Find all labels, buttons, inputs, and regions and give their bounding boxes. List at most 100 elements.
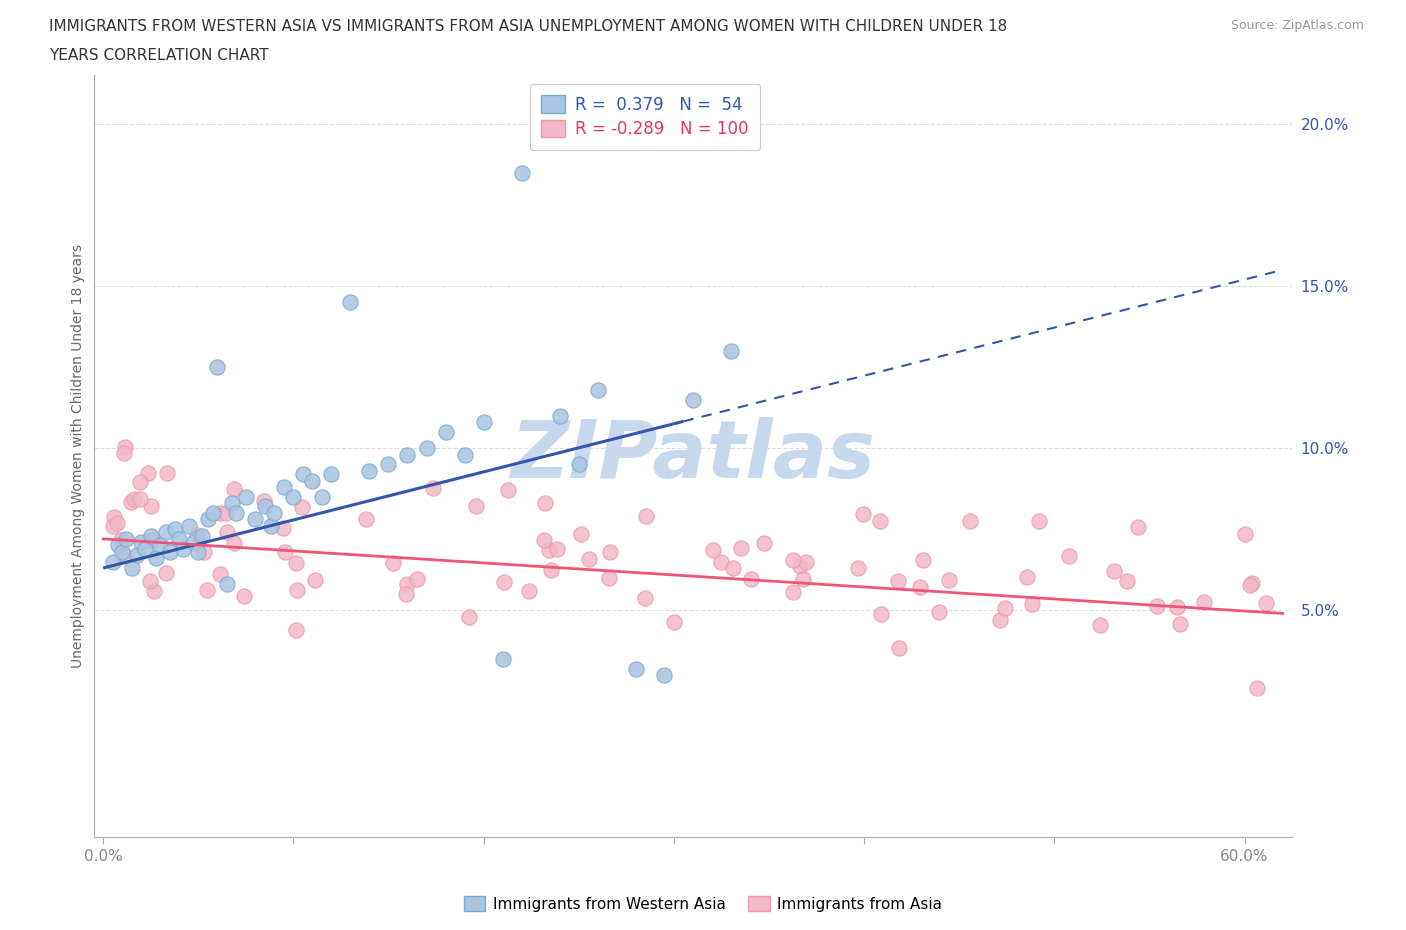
Point xyxy=(253,493,276,508)
Point xyxy=(988,612,1011,627)
Point xyxy=(510,166,533,180)
Point xyxy=(846,561,869,576)
Point xyxy=(177,519,200,534)
Point xyxy=(284,555,307,570)
Point xyxy=(285,622,308,637)
Point xyxy=(1128,520,1150,535)
Point xyxy=(271,521,294,536)
Point xyxy=(472,415,495,430)
Point xyxy=(889,641,911,656)
Point xyxy=(183,535,205,550)
Point xyxy=(458,609,481,624)
Point xyxy=(624,661,647,676)
Point xyxy=(1166,600,1188,615)
Point xyxy=(304,573,326,588)
Point xyxy=(792,572,814,587)
Point xyxy=(852,506,875,521)
Point xyxy=(112,548,135,563)
Point xyxy=(101,554,124,569)
Point xyxy=(225,506,247,521)
Point xyxy=(533,533,555,548)
Point xyxy=(415,441,437,456)
Point xyxy=(139,528,162,543)
Point xyxy=(103,510,125,525)
Point xyxy=(139,574,162,589)
Point xyxy=(221,496,243,511)
Point xyxy=(910,579,932,594)
Legend: R =  0.379   N =  54, R = -0.289   N = 100: R = 0.379 N = 54, R = -0.289 N = 100 xyxy=(530,84,761,150)
Point xyxy=(110,533,132,548)
Point xyxy=(396,447,419,462)
Point xyxy=(291,467,314,482)
Point xyxy=(887,573,910,588)
Point xyxy=(1057,549,1080,564)
Point xyxy=(124,491,146,506)
Point xyxy=(1194,594,1216,609)
Point xyxy=(740,572,762,587)
Point xyxy=(134,541,156,556)
Point xyxy=(114,439,136,454)
Point xyxy=(491,651,513,666)
Point xyxy=(498,483,520,498)
Point xyxy=(377,457,399,472)
Point xyxy=(519,583,541,598)
Point xyxy=(354,512,377,526)
Point xyxy=(283,489,305,504)
Point xyxy=(311,489,333,504)
Point xyxy=(1246,681,1268,696)
Point xyxy=(633,591,655,605)
Point xyxy=(145,551,167,565)
Point xyxy=(195,582,218,597)
Point xyxy=(301,473,323,488)
Point xyxy=(105,516,128,531)
Point xyxy=(208,506,231,521)
Point xyxy=(112,445,135,460)
Point xyxy=(1241,576,1264,591)
Point xyxy=(321,467,343,482)
Point xyxy=(381,556,404,571)
Point xyxy=(129,475,152,490)
Point xyxy=(599,544,621,559)
Point xyxy=(702,543,724,558)
Point xyxy=(207,360,229,375)
Point xyxy=(159,544,181,559)
Point xyxy=(434,424,457,439)
Point xyxy=(1146,599,1168,614)
Point xyxy=(127,548,149,563)
Point xyxy=(928,604,950,619)
Point xyxy=(187,544,209,559)
Point xyxy=(1102,564,1125,578)
Point xyxy=(115,531,138,546)
Point xyxy=(191,528,214,543)
Point xyxy=(186,527,208,542)
Point xyxy=(139,498,162,513)
Point xyxy=(794,554,817,569)
Point xyxy=(959,513,981,528)
Point xyxy=(101,519,124,534)
Point xyxy=(111,544,134,559)
Point xyxy=(994,601,1017,616)
Y-axis label: Unemployment Among Women with Children Under 18 years: Unemployment Among Women with Children U… xyxy=(72,245,86,669)
Point xyxy=(720,343,742,358)
Point xyxy=(136,466,159,481)
Point xyxy=(273,480,295,495)
Point xyxy=(121,561,143,576)
Point xyxy=(586,382,609,397)
Point xyxy=(782,552,804,567)
Point xyxy=(1115,573,1137,588)
Point xyxy=(422,481,444,496)
Point xyxy=(245,512,267,527)
Point xyxy=(193,545,215,560)
Point xyxy=(155,565,177,580)
Point xyxy=(636,509,658,524)
Point xyxy=(129,491,152,506)
Point xyxy=(1239,578,1261,592)
Point xyxy=(548,408,571,423)
Point xyxy=(1088,618,1111,632)
Point xyxy=(752,536,775,551)
Point xyxy=(208,566,231,581)
Point xyxy=(395,587,418,602)
Point xyxy=(120,495,142,510)
Point xyxy=(396,577,419,591)
Text: Source: ZipAtlas.com: Source: ZipAtlas.com xyxy=(1230,19,1364,32)
